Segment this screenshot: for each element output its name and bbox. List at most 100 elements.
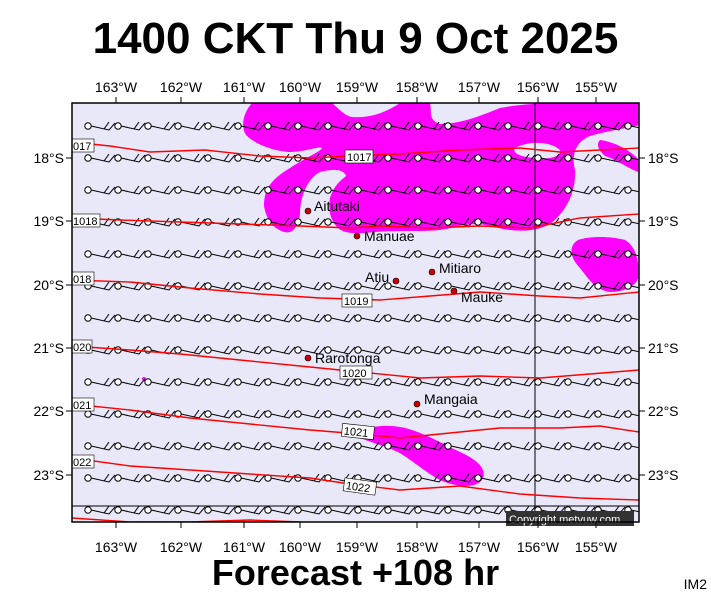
wind-barb bbox=[414, 249, 446, 259]
wind-barb bbox=[84, 249, 116, 259]
lat-label-right: 20°S bbox=[648, 277, 679, 293]
wind-barb bbox=[324, 441, 356, 451]
wind-barb bbox=[474, 185, 506, 195]
wind-barb bbox=[144, 505, 176, 515]
wind-barb bbox=[264, 345, 296, 355]
wind-barb bbox=[84, 121, 116, 131]
wind-barb bbox=[174, 185, 206, 195]
wind-barb bbox=[324, 249, 356, 259]
wind-barb bbox=[534, 185, 566, 195]
wind-barb bbox=[504, 249, 536, 259]
isobar-label: 1022 bbox=[345, 480, 371, 495]
lon-label-bottom: 158°W bbox=[396, 539, 439, 555]
island-marker bbox=[413, 400, 421, 408]
lat-label-right: 22°S bbox=[648, 403, 679, 419]
wind-barb bbox=[294, 185, 326, 195]
isobar-label: 1019 bbox=[344, 296, 368, 308]
wind-barb bbox=[384, 505, 416, 515]
wind-barb bbox=[444, 185, 476, 195]
wind-barb bbox=[144, 249, 176, 259]
wind-barb bbox=[474, 313, 506, 323]
wind-barb bbox=[264, 505, 296, 515]
wind-barb bbox=[504, 281, 536, 291]
wind-barb bbox=[444, 121, 476, 131]
wind-barb bbox=[294, 345, 326, 355]
wind-barb bbox=[384, 441, 416, 451]
wind-barb bbox=[624, 378, 639, 386]
wind-barb bbox=[414, 377, 446, 387]
wind-barb bbox=[294, 281, 326, 291]
wind-barb bbox=[594, 121, 626, 131]
wind-barb bbox=[594, 377, 626, 387]
lat-label-right: 23°S bbox=[648, 467, 679, 483]
wind-barb bbox=[624, 282, 639, 290]
wind-barb bbox=[114, 281, 146, 291]
wind-barb bbox=[624, 346, 639, 354]
wind-barb bbox=[534, 409, 566, 419]
wind-barb bbox=[384, 473, 416, 483]
wind-barb bbox=[144, 313, 176, 323]
wind-barb bbox=[234, 121, 266, 131]
wind-barb bbox=[414, 153, 446, 163]
wind-barb bbox=[354, 281, 386, 291]
lon-label-bottom: 157°W bbox=[458, 539, 501, 555]
wind-barb bbox=[174, 249, 206, 259]
wind-barb bbox=[504, 313, 536, 323]
wind-barb bbox=[594, 185, 626, 195]
wind-barb bbox=[414, 313, 446, 323]
wind-barb bbox=[294, 441, 326, 451]
wind-barb bbox=[114, 249, 146, 259]
island-label: Atiu bbox=[365, 269, 389, 285]
wind-barb bbox=[594, 473, 626, 483]
wind-barb bbox=[114, 441, 146, 451]
rain-area-south bbox=[360, 425, 484, 486]
wind-barb bbox=[564, 409, 596, 419]
wind-barb bbox=[204, 409, 236, 419]
wind-barb bbox=[234, 345, 266, 355]
wind-barb bbox=[594, 441, 626, 451]
rain-area-north bbox=[243, 103, 639, 234]
wind-barb bbox=[474, 121, 506, 131]
wind-barb bbox=[384, 249, 416, 259]
wind-barb bbox=[324, 345, 356, 355]
wind-barb bbox=[474, 377, 506, 387]
wind-barb bbox=[624, 122, 639, 130]
wind-barb bbox=[234, 185, 266, 195]
wind-barb bbox=[594, 281, 626, 291]
island-label: Mangaia bbox=[424, 391, 478, 407]
lat-label-left: 20°S bbox=[33, 277, 64, 293]
isobar-label: 1018 bbox=[73, 216, 97, 228]
wind-barb bbox=[594, 345, 626, 355]
wind-barb bbox=[564, 313, 596, 323]
wind-barb bbox=[504, 121, 536, 131]
wind-barb bbox=[354, 249, 386, 259]
wind-barb bbox=[534, 249, 566, 259]
lon-label-bottom: 160°W bbox=[279, 539, 322, 555]
wind-barb bbox=[174, 505, 206, 515]
wind-barb bbox=[204, 185, 236, 195]
wind-barb bbox=[474, 409, 506, 419]
wind-barb bbox=[414, 505, 446, 515]
isobar-label: 1021 bbox=[343, 426, 369, 440]
wind-barb bbox=[204, 121, 236, 131]
wind-barb bbox=[564, 281, 596, 291]
wind-barb bbox=[174, 313, 206, 323]
island-label: Aitutaki bbox=[314, 198, 360, 214]
wind-barb bbox=[294, 505, 326, 515]
wind-barb bbox=[624, 442, 639, 450]
wind-barb bbox=[414, 121, 446, 131]
island-marker bbox=[304, 354, 312, 362]
image-id: IM2 bbox=[683, 576, 707, 592]
wind-barb bbox=[114, 473, 146, 483]
lat-label-left: 22°S bbox=[33, 403, 64, 419]
wind-barb bbox=[84, 313, 116, 323]
wind-barb bbox=[234, 313, 266, 323]
wind-barb bbox=[384, 185, 416, 195]
lon-label-top: 162°W bbox=[160, 79, 203, 95]
wind-barb bbox=[144, 153, 176, 163]
wind-barb bbox=[234, 441, 266, 451]
wind-barb bbox=[564, 377, 596, 387]
wind-barb bbox=[474, 345, 506, 355]
wind-barb bbox=[354, 409, 386, 419]
wind-barb bbox=[354, 217, 386, 227]
